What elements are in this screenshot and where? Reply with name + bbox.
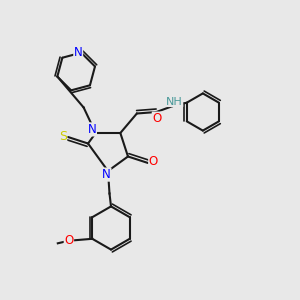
Text: N: N (102, 168, 111, 181)
Text: S: S (59, 130, 67, 142)
Text: N: N (88, 123, 96, 136)
Text: O: O (149, 155, 158, 168)
Text: O: O (64, 234, 74, 247)
Text: NH: NH (166, 97, 183, 106)
Text: O: O (152, 112, 162, 125)
Text: N: N (74, 46, 82, 59)
